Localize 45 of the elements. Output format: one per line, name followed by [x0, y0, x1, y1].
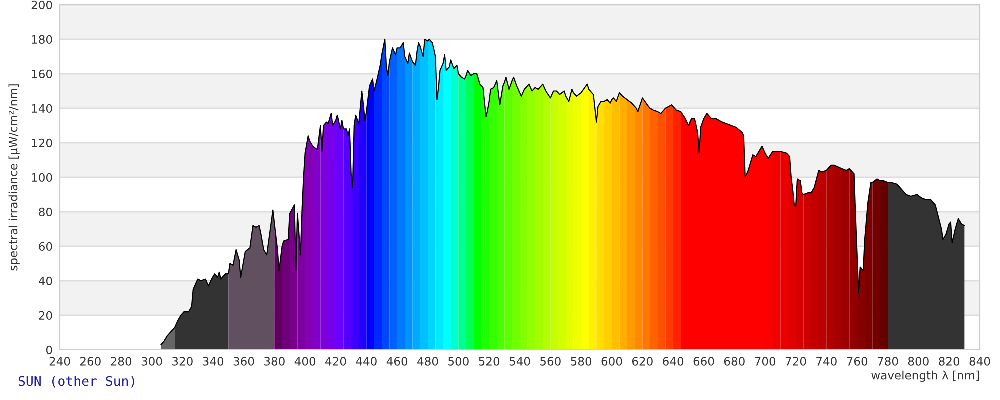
y-tick-label: 20 [39, 311, 52, 320]
x-tick-label: 780 [878, 357, 898, 366]
x-tick-label: 340 [203, 357, 224, 366]
x-tick-label: 400 [294, 357, 316, 366]
x-tick-label: 540 [510, 357, 530, 366]
y-tick-label: 140 [32, 104, 52, 114]
y-tick-label: 60 [39, 242, 52, 252]
y-tick-label: 120 [32, 138, 52, 148]
x-tick-label: 640 [663, 357, 684, 366]
x-axis-title: wavelength λ [nm] [872, 370, 980, 382]
y-tick-label: 0 [46, 346, 52, 355]
x-tick-label: 360 [234, 357, 254, 366]
x-tick-label: 460 [386, 357, 408, 366]
x-tick-label: 260 [80, 357, 101, 366]
x-tick-label: 760 [847, 357, 868, 366]
y-tick-label: 160 [32, 70, 52, 79]
x-tick-label: 500 [448, 357, 469, 366]
x-tick-label: 680 [724, 357, 745, 366]
y-tick-label: 180 [32, 35, 52, 44]
x-tick-label: 280 [111, 357, 132, 366]
x-tick-label: 380 [264, 357, 285, 366]
x-tick-label: 840 [970, 357, 990, 366]
x-tick-label: 600 [602, 357, 622, 366]
text: SUN (other Sun) [18, 376, 134, 388]
y-tick-label: 100 [32, 173, 52, 182]
x-tick-label: 580 [571, 357, 592, 366]
y-tick-label: 200 [32, 0, 52, 10]
x-tick-label: 300 [142, 357, 162, 366]
x-tick-label: 620 [632, 357, 653, 366]
x-tick-label: 520 [479, 357, 500, 366]
x-tick-label: 800 [908, 357, 929, 366]
x-tick-label: 320 [172, 357, 193, 366]
x-tick-label: 480 [418, 357, 438, 366]
x-tick-label: 700 [755, 357, 776, 366]
x-tick-label: 420 [326, 357, 346, 366]
x-tick-label: 720 [786, 357, 806, 366]
x-tick-label: 660 [694, 357, 714, 366]
y-axis-title: spectral irradiance [µW/cm²/nm] [8, 84, 20, 271]
x-tick-label: 240 [50, 357, 70, 366]
x-tick-label: 560 [540, 357, 561, 366]
x-tick-label: 820 [939, 357, 960, 366]
x-tick-label: 440 [356, 357, 377, 366]
y-tick-label: 80 [39, 208, 52, 217]
y-tick-label: 40 [38, 276, 52, 286]
x-tick-label: 740 [816, 357, 837, 366]
